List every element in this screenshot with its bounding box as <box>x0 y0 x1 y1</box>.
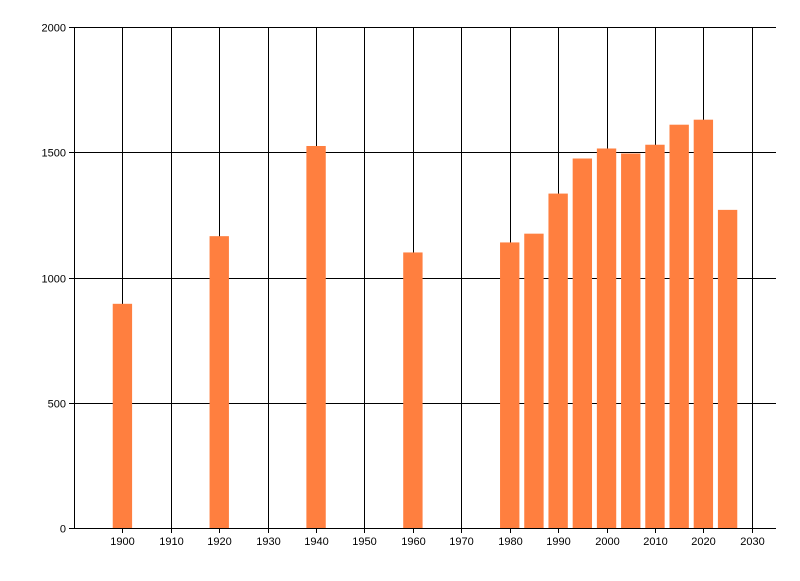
y-tick-label: 1500 <box>42 148 66 160</box>
x-tick-label: 1950 <box>352 536 376 548</box>
bar-series <box>112 119 738 529</box>
x-tick-label: 1930 <box>256 536 280 548</box>
bar-2010 <box>645 144 665 529</box>
bar-1990 <box>548 193 568 528</box>
bar-1995 <box>572 158 593 528</box>
bar-1980 <box>500 242 520 528</box>
bar-2005 <box>621 153 641 528</box>
x-tick-label: 2000 <box>595 536 619 548</box>
bar-2000 <box>596 148 617 528</box>
y-tick-label: 500 <box>48 399 66 411</box>
x-tick-label: 2030 <box>740 536 764 548</box>
bar-1960 <box>403 252 423 528</box>
bar-1900 <box>112 303 133 528</box>
x-tick-label: 1900 <box>110 536 134 548</box>
y-tick-label: 1000 <box>42 274 66 286</box>
x-tick-label: 1920 <box>207 536 231 548</box>
x-tick-label: 2020 <box>691 536 715 548</box>
y-axis-tick-labels: 0 500 1000 1500 2000 <box>42 23 66 536</box>
x-axis-tick-labels: 1900 1910 1920 1930 1940 1950 1960 1970 1980 1990… <box>110 536 764 548</box>
axes <box>69 27 776 533</box>
bar-2025 <box>717 209 738 529</box>
x-tick-label: 2010 <box>643 536 667 548</box>
bar-1985 <box>524 233 544 528</box>
bar-2020 <box>693 119 714 528</box>
x-tick-label: 1960 <box>401 536 425 548</box>
bar-1940 <box>306 145 326 529</box>
x-tick-label: 1990 <box>546 536 570 548</box>
y-tick-label: 0 <box>60 524 66 536</box>
y-tick-label: 2000 <box>42 23 66 35</box>
x-tick-label: 1910 <box>159 536 183 548</box>
x-tick-label: 1940 <box>304 536 328 548</box>
x-tick-label: 1970 <box>449 536 473 548</box>
bar-1920 <box>209 236 229 529</box>
bar-2015 <box>669 124 689 528</box>
x-tick-label: 1980 <box>498 536 522 548</box>
